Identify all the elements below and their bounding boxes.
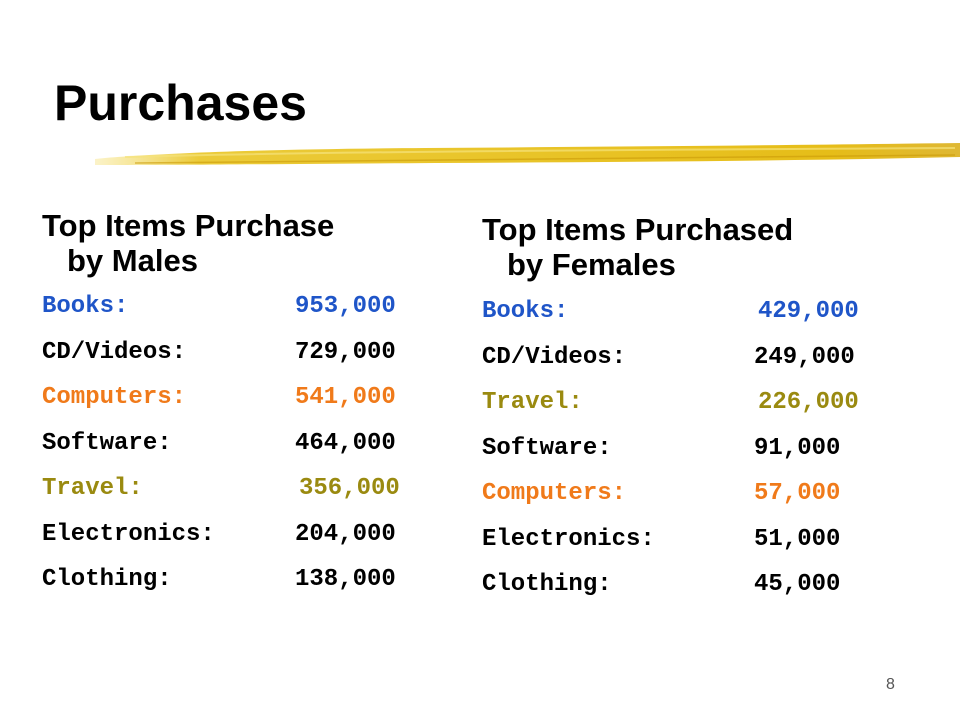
males-heading-line1: Top Items Purchase: [42, 208, 335, 243]
list-item: Clothing: 138,000: [42, 565, 452, 611]
males-heading-line2: by Males: [67, 243, 198, 278]
item-label: Software:: [42, 429, 172, 457]
list-item: Travel: 226,000: [482, 388, 902, 434]
list-item: CD/Videos: 729,000: [42, 338, 452, 384]
list-item: Books: 429,000: [482, 297, 902, 343]
item-value: 953,000: [295, 293, 396, 320]
item-value: 429,000: [758, 298, 859, 325]
list-item: Books: 953,000: [42, 292, 452, 338]
list-item: Clothing: 45,000: [482, 570, 902, 616]
item-label: CD/Videos:: [482, 343, 627, 371]
item-value: 356,000: [299, 475, 400, 502]
females-list: Books: 429,000 CD/Videos: 249,000 Travel: 2…: [482, 297, 902, 616]
item-value: 464,000: [295, 429, 396, 457]
item-label: Clothing:: [482, 571, 612, 598]
males-list: Books: 953,000 CD/Videos: 729,000 Computer…: [42, 292, 452, 611]
females-heading-line1: Top Items Purchased: [482, 212, 794, 247]
item-label: Computers:: [482, 480, 627, 507]
list-item: Computers: 541,000: [42, 383, 452, 429]
females-heading-line2: by Females: [507, 247, 676, 282]
item-label: Clothing:: [42, 566, 172, 593]
item-value: 204,000: [295, 520, 396, 548]
list-item: Software: 91,000: [482, 434, 902, 480]
highlighter-stroke: [95, 143, 960, 165]
item-label: CD/Videos:: [42, 338, 187, 366]
list-item: Electronics: 51,000: [482, 525, 902, 571]
item-value: 51,000: [754, 525, 841, 553]
item-value: 249,000: [754, 343, 855, 371]
item-value: 226,000: [758, 389, 859, 416]
list-item: Computers: 57,000: [482, 479, 902, 525]
item-value: 45,000: [754, 571, 841, 598]
item-label: Computers:: [42, 384, 187, 411]
page-number: 8: [886, 676, 895, 693]
item-value: 729,000: [295, 338, 396, 366]
item-label: Books:: [42, 293, 129, 320]
item-value: 138,000: [295, 566, 396, 593]
list-item: Electronics: 204,000: [42, 520, 452, 566]
item-value: 57,000: [754, 480, 841, 507]
females-heading: Top Items Purchased by Females: [482, 212, 793, 282]
list-item: Travel: 356,000: [42, 474, 452, 520]
slide-title: Purchases: [54, 75, 307, 131]
item-label: Travel:: [482, 389, 583, 416]
males-heading: Top Items Purchase by Males: [42, 208, 334, 278]
item-label: Software:: [482, 434, 612, 462]
item-label: Travel:: [42, 475, 143, 502]
item-label: Electronics:: [482, 525, 655, 553]
item-value: 91,000: [754, 434, 841, 462]
item-label: Electronics:: [42, 520, 215, 548]
list-item: Software: 464,000: [42, 429, 452, 475]
list-item: CD/Videos: 249,000: [482, 343, 902, 389]
item-value: 541,000: [295, 384, 396, 411]
item-label: Books:: [482, 298, 569, 325]
